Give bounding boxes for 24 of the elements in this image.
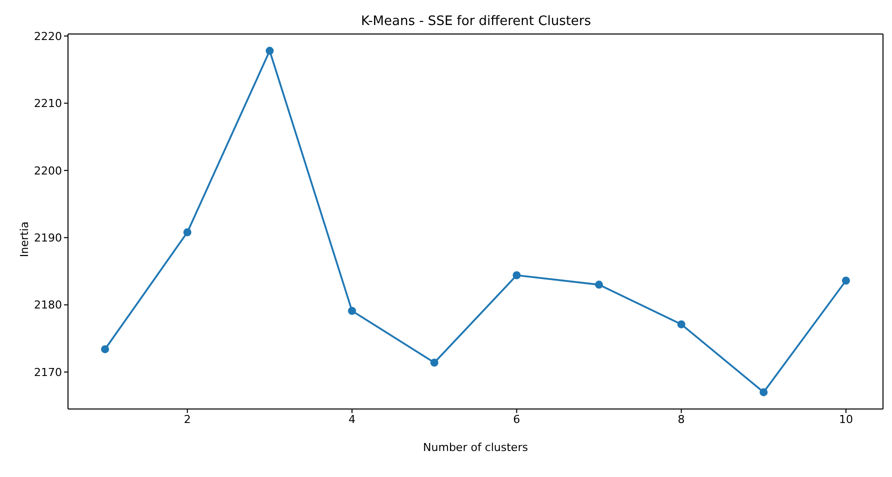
y-tick-label: 2220 xyxy=(34,30,62,43)
point xyxy=(101,345,110,354)
y-tick-label: 2170 xyxy=(34,366,62,379)
y-tick-label: 2190 xyxy=(34,232,62,245)
point xyxy=(842,276,850,285)
chart-title: K-Means - SSE for different Clusters xyxy=(360,14,592,29)
y-axis-title: Inertia xyxy=(18,222,31,258)
point xyxy=(183,228,192,236)
point xyxy=(266,46,274,55)
point xyxy=(430,358,438,367)
y-tick-label: 2210 xyxy=(34,97,62,110)
y-tick-label: 2180 xyxy=(34,298,62,312)
point xyxy=(677,320,686,328)
x-axis-title: Number of clusters xyxy=(423,440,528,454)
x-tick-label: 6 xyxy=(513,412,520,426)
point xyxy=(348,306,356,315)
point xyxy=(760,388,768,396)
x-tick-label: 4 xyxy=(348,412,356,426)
x-tick-label: 8 xyxy=(678,412,685,426)
point xyxy=(594,280,603,289)
x-tick-label: 10 xyxy=(838,412,853,426)
y-tick-label: 2200 xyxy=(34,164,62,178)
x-tick-label: 2 xyxy=(184,412,191,426)
point xyxy=(512,271,521,280)
